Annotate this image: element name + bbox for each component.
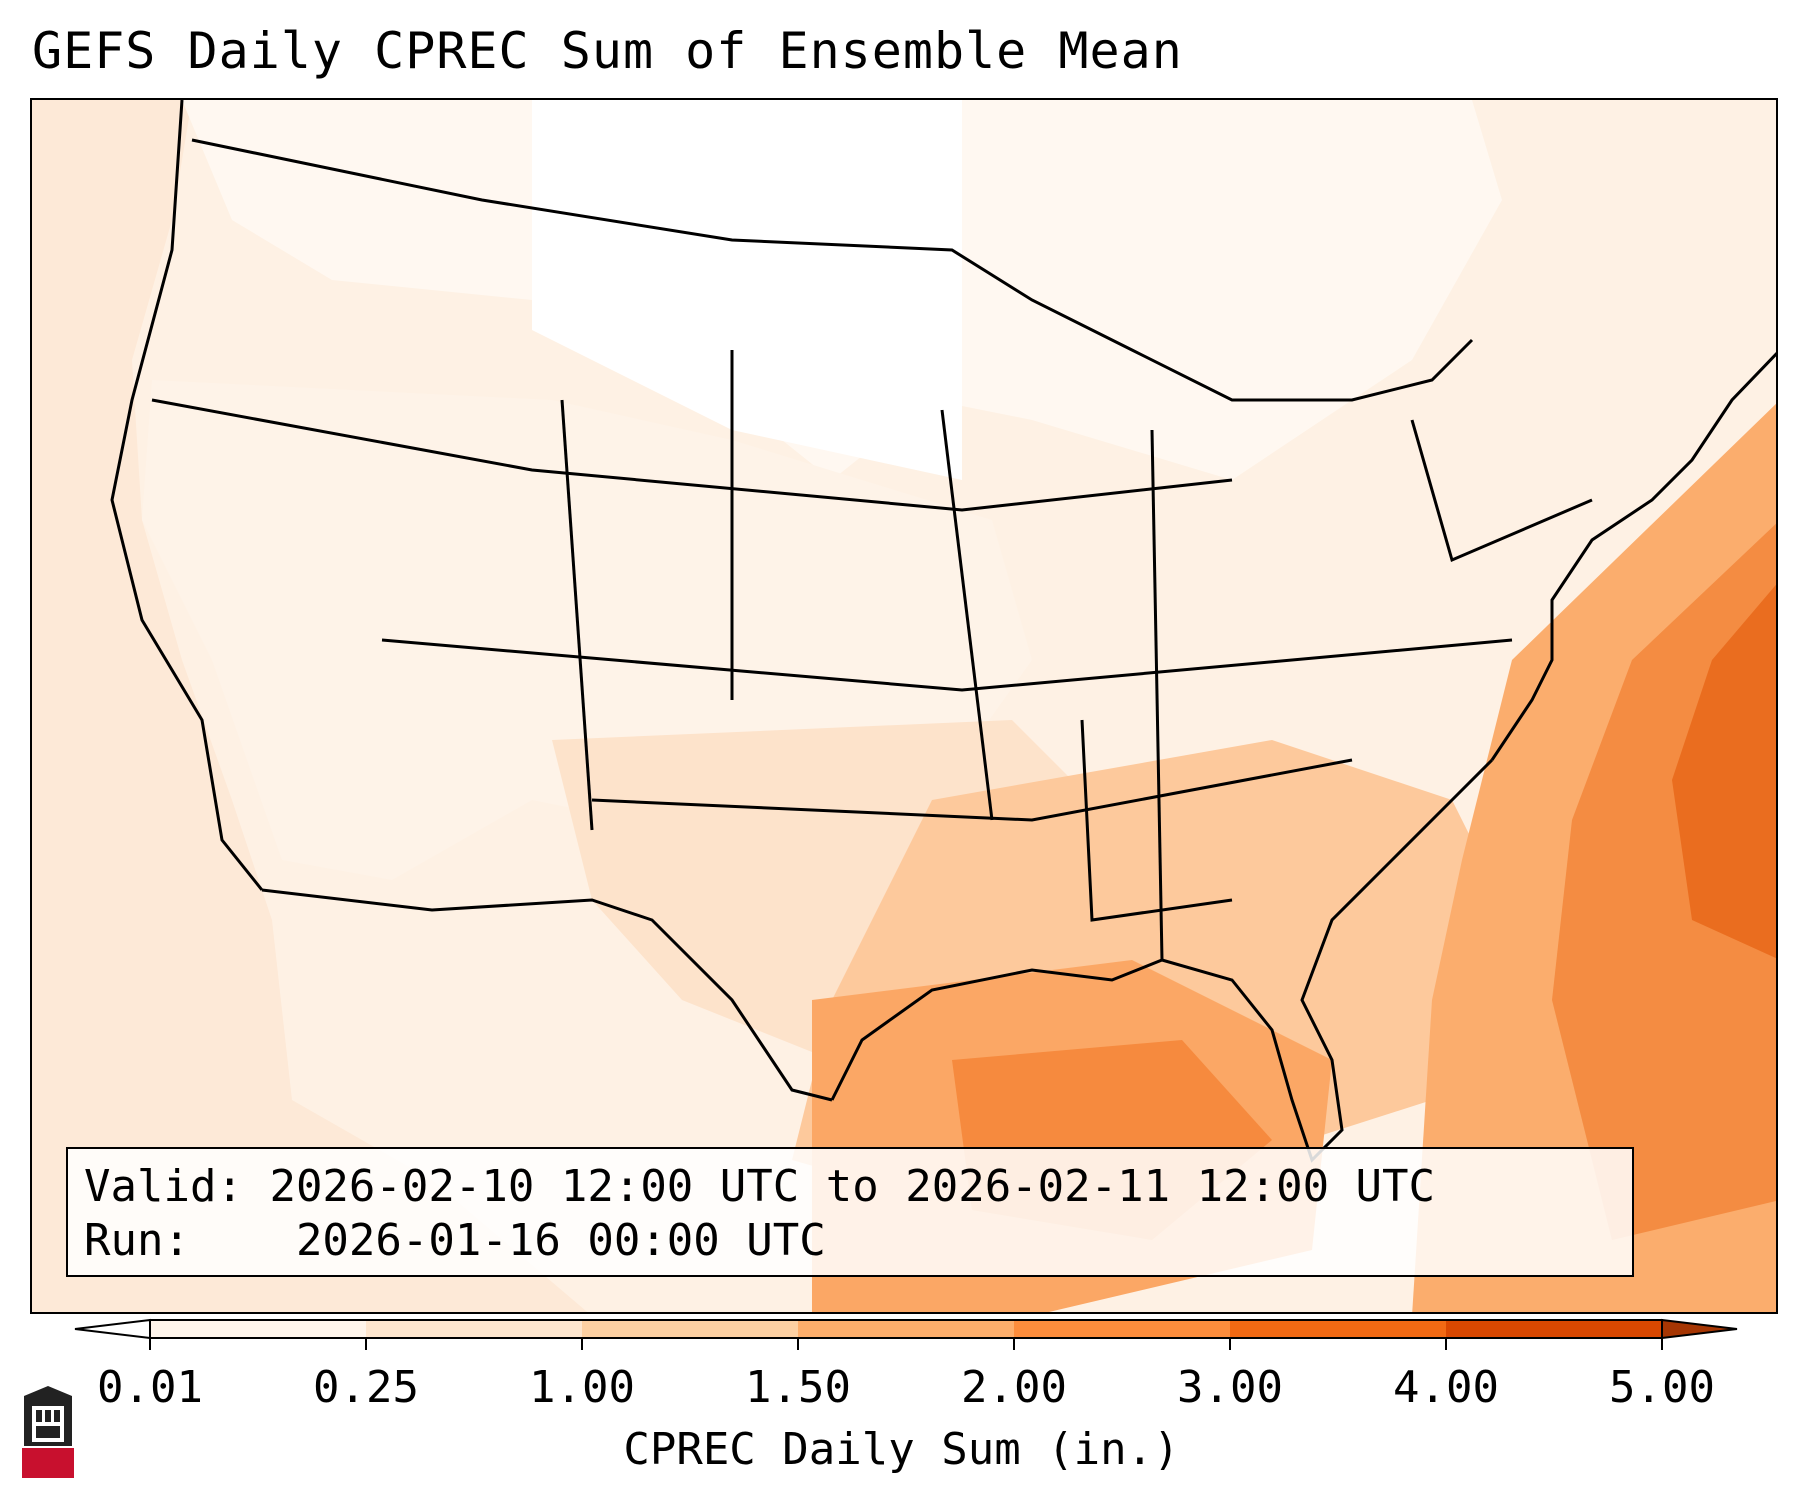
- colorbar-tick-label: 5.00: [1609, 1362, 1715, 1413]
- run-value: 2026-01-16 00:00 UTC: [295, 1215, 826, 1266]
- valid-value: 2026-02-10 12:00 UTC to 2026-02-11 12:00…: [269, 1161, 1436, 1212]
- colorbar-tick-label: 1.00: [529, 1362, 635, 1413]
- colorbar-segment: [1446, 1320, 1662, 1338]
- map-boundaries: [110, 100, 1776, 1163]
- state-line-7: [591, 758, 1353, 822]
- precip-region-atlantic-max: [1672, 584, 1776, 959]
- colorbar-tick-label: 0.01: [97, 1362, 203, 1413]
- state-line-6: [381, 638, 1513, 692]
- colorbar-tick-label: 1.50: [745, 1362, 851, 1413]
- precip-region-dakotas: [532, 100, 962, 480]
- colorbar-under-arrow: [74, 1318, 151, 1340]
- colorbar-tick-label: 3.00: [1177, 1362, 1283, 1413]
- gulf-coast: [830, 758, 1494, 1163]
- colorbar-outline: [149, 1319, 1663, 1339]
- precipitation-map: [30, 98, 1778, 1314]
- state-line-3: [940, 409, 994, 821]
- colorbar-segment: [1230, 1320, 1446, 1338]
- west-coast: [110, 100, 264, 891]
- colorbar-tick-label: 0.25: [313, 1362, 419, 1413]
- colorbar-segment: [1014, 1320, 1230, 1338]
- colorbar-segment: [150, 1320, 366, 1338]
- colorbar-over-arrow: [1661, 1318, 1738, 1340]
- state-line-1: [560, 399, 594, 831]
- colorbar: [74, 1318, 1738, 1350]
- us-mexico-border: [261, 888, 833, 1102]
- colorbar-tick-label: 4.00: [1393, 1362, 1499, 1413]
- run-info-box: Valid: 2026-02-10 12:00 UTC to 2026-02-1…: [66, 1147, 1634, 1277]
- niu-logo: [22, 1386, 74, 1478]
- us-canada-border: [191, 138, 1474, 402]
- colorbar-tick-label: 2.00: [961, 1362, 1067, 1413]
- colorbar-label: CPREC Daily Sum (in.): [623, 1424, 1180, 1475]
- run-label: Run:: [84, 1215, 190, 1266]
- state-line-5: [151, 398, 1233, 512]
- colorbar-segment: [798, 1320, 1014, 1338]
- valid-label: Valid:: [84, 1161, 243, 1212]
- east-coast: [1490, 352, 1776, 761]
- colorbar-segment: [366, 1320, 582, 1338]
- map-title: GEFS Daily CPREC Sum of Ensemble Mean: [32, 22, 1183, 80]
- colorbar-segment: [582, 1320, 798, 1338]
- state-line-9: [1410, 419, 1593, 563]
- state-line-8: [1080, 719, 1233, 922]
- precip-region-pacific: [32, 100, 292, 1100]
- state-line-4: [1150, 429, 1164, 961]
